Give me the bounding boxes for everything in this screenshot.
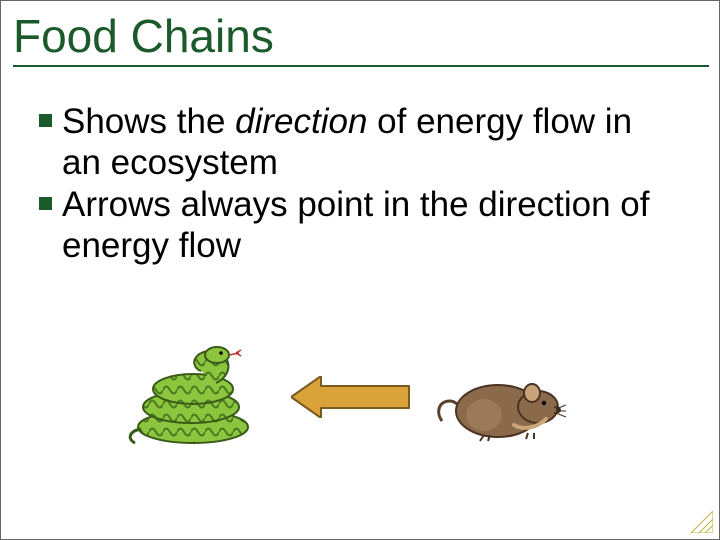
- snake-icon: [121, 341, 266, 451]
- slide-title: Food Chains: [13, 9, 709, 67]
- food-chain-figure: [121, 331, 591, 471]
- text-segment: Arrows always point in the direction of …: [62, 185, 650, 265]
- slide-body: Shows the direction of energy flow in an…: [39, 101, 679, 266]
- rodent-icon: [436, 361, 566, 446]
- arrow-left-icon: [291, 376, 411, 418]
- square-bullet-icon: [39, 197, 52, 210]
- square-bullet-icon: [39, 114, 52, 127]
- corner-fold-icon: [691, 511, 713, 533]
- bullet-item: Arrows always point in the direction of …: [39, 184, 679, 267]
- slide: Food Chains Shows the direction of energ…: [0, 0, 720, 540]
- bullet-text: Shows the direction of energy flow in an…: [62, 101, 679, 184]
- title-underline: [13, 65, 709, 67]
- italic-text: direction: [235, 102, 367, 141]
- bullet-item: Shows the direction of energy flow in an…: [39, 101, 679, 184]
- title-bar: Food Chains: [13, 9, 709, 67]
- text-segment: Shows the: [62, 102, 235, 141]
- bullet-text: Arrows always point in the direction of …: [62, 184, 679, 267]
